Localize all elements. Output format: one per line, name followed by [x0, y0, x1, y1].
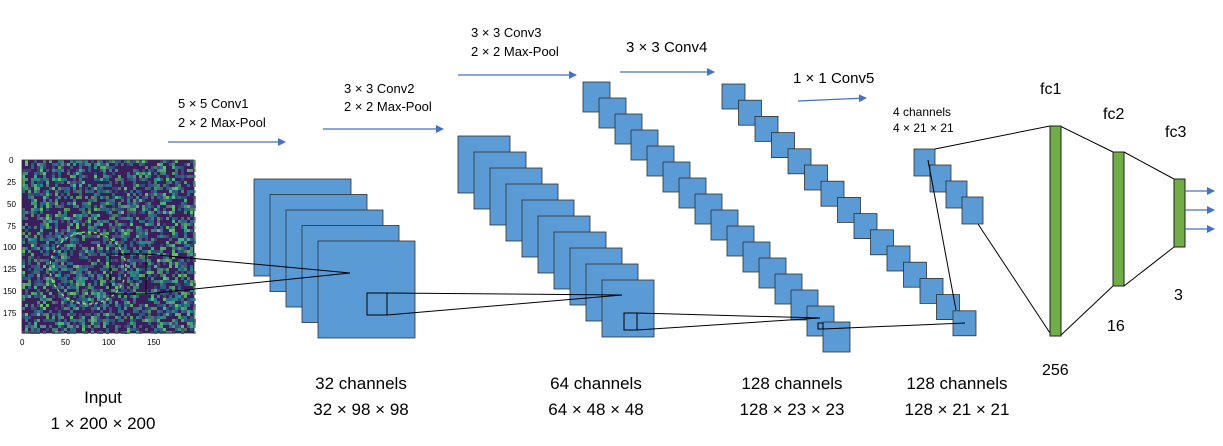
input-y-ticks: 0 25 50 75 100 125 150 175 [3, 156, 17, 318]
y-tick-125: 125 [3, 265, 17, 274]
input-receptive-field [109, 253, 147, 295]
fc-conn-top-2 [1059, 125, 1114, 153]
x-tick-50: 50 [61, 338, 70, 347]
proj-l1-bottom [386, 294, 623, 316]
layer2-receptive-field [623, 312, 638, 331]
output-arrows [1185, 187, 1215, 233]
fc-conn-bottom-1 [977, 223, 1053, 337]
input-noise-texture [22, 160, 196, 334]
layer1-dims: 32 × 98 × 98 [313, 400, 408, 419]
proj-l2-bottom [636, 317, 821, 331]
y-tick-0: 0 [9, 156, 14, 165]
input-x-ticks: 0 50 100 150 [20, 338, 161, 347]
layer5-map-4 [961, 196, 984, 225]
operation-arrows [168, 68, 867, 146]
fc-conn-bottom-2 [1059, 285, 1114, 337]
y-tick-175: 175 [3, 309, 17, 318]
conv2-pool-label: 2 × 2 Max-Pool [344, 99, 432, 114]
layer2-dims: 64 × 48 × 48 [548, 400, 643, 419]
fc-conn-top-3 [1123, 151, 1175, 180]
y-tick-50: 50 [7, 200, 16, 209]
input-plot-frame [21, 159, 195, 334]
layer1-receptive-field [366, 292, 388, 316]
captions: Input 1 × 200 × 200 32 channels 32 × 98 … [51, 374, 1010, 433]
layer2-feature-maps [457, 135, 655, 338]
fc3-bar [1173, 178, 1186, 248]
layer3-receptive-field [817, 322, 824, 330]
layer1-map-5 [317, 240, 416, 339]
layer2-channels: 64 channels [550, 374, 642, 393]
layer4-feature-maps [721, 83, 977, 337]
proj-l2-top [636, 312, 821, 319]
y-tick-25: 25 [7, 178, 16, 187]
layer3-feature-maps [582, 81, 851, 353]
input-caption-title: Input [84, 388, 122, 407]
input-plot: 0 25 50 75 100 125 150 175 0 50 100 150 [3, 156, 196, 347]
proj-input-bottom [145, 272, 351, 295]
fc-conn-top-1 [934, 125, 1051, 150]
conv1-label: 5 × 5 Conv1 [178, 96, 248, 111]
fc1-bar [1049, 125, 1062, 337]
conv4-label: 3 × 3 Conv4 [626, 39, 707, 56]
x-tick-100: 100 [102, 338, 116, 347]
fc2-size: 16 [1107, 318, 1125, 335]
fc-labels: fc1 fc2 fc3 256 16 3 [1040, 81, 1186, 379]
layer3-map-16 [822, 321, 851, 353]
layer3-dims: 128 × 23 × 23 [740, 400, 845, 419]
x-tick-150: 150 [147, 338, 161, 347]
layer4-dims: 128 × 21 × 21 [905, 400, 1010, 419]
layer5-dims-label: 4 × 21 × 21 [893, 121, 954, 135]
operation-labels: 5 × 5 Conv1 2 × 2 Max-Pool 3 × 3 Conv2 2… [178, 25, 954, 135]
fc1-size: 256 [1042, 362, 1069, 379]
fc2-bar [1112, 151, 1125, 287]
conv2-label: 3 × 3 Conv2 [344, 81, 414, 96]
fc2-label: fc2 [1103, 106, 1124, 123]
layer2-map-10 [601, 279, 655, 338]
conv3-pool-label: 2 × 2 Max-Pool [471, 44, 559, 59]
y-tick-150: 150 [3, 287, 17, 296]
projection-lines [145, 125, 1175, 337]
proj-input-top [145, 253, 351, 274]
layer3-channels: 128 channels [741, 374, 842, 393]
input-ring-feature [49, 231, 127, 305]
layer1-feature-maps [253, 178, 416, 339]
conv1-pool-label: 2 × 2 Max-Pool [178, 115, 266, 130]
proj-l3 [822, 322, 966, 330]
layer4-channels: 128 channels [906, 374, 1007, 393]
y-tick-100: 100 [3, 243, 17, 252]
conv5-label: 1 × 1 Conv5 [793, 70, 874, 87]
proj-l4-to-l5 [927, 159, 957, 311]
conv5-arrow [797, 94, 867, 103]
layer5-channels-label: 4 channels [893, 105, 951, 119]
fc-conn-bottom-3 [1123, 246, 1175, 287]
layer1-channels: 32 channels [315, 374, 407, 393]
fc1-label: fc1 [1040, 81, 1061, 98]
layer3-map-13 [774, 273, 803, 305]
fc3-label: fc3 [1165, 124, 1186, 141]
layer5-feature-maps [913, 148, 984, 225]
x-tick-0: 0 [20, 338, 25, 347]
proj-l1-top [386, 292, 623, 296]
y-tick-75: 75 [7, 222, 16, 231]
input-caption-dims: 1 × 200 × 200 [51, 414, 156, 433]
conv3-label: 3 × 3 Conv3 [471, 25, 541, 40]
fc3-size: 3 [1174, 287, 1183, 304]
